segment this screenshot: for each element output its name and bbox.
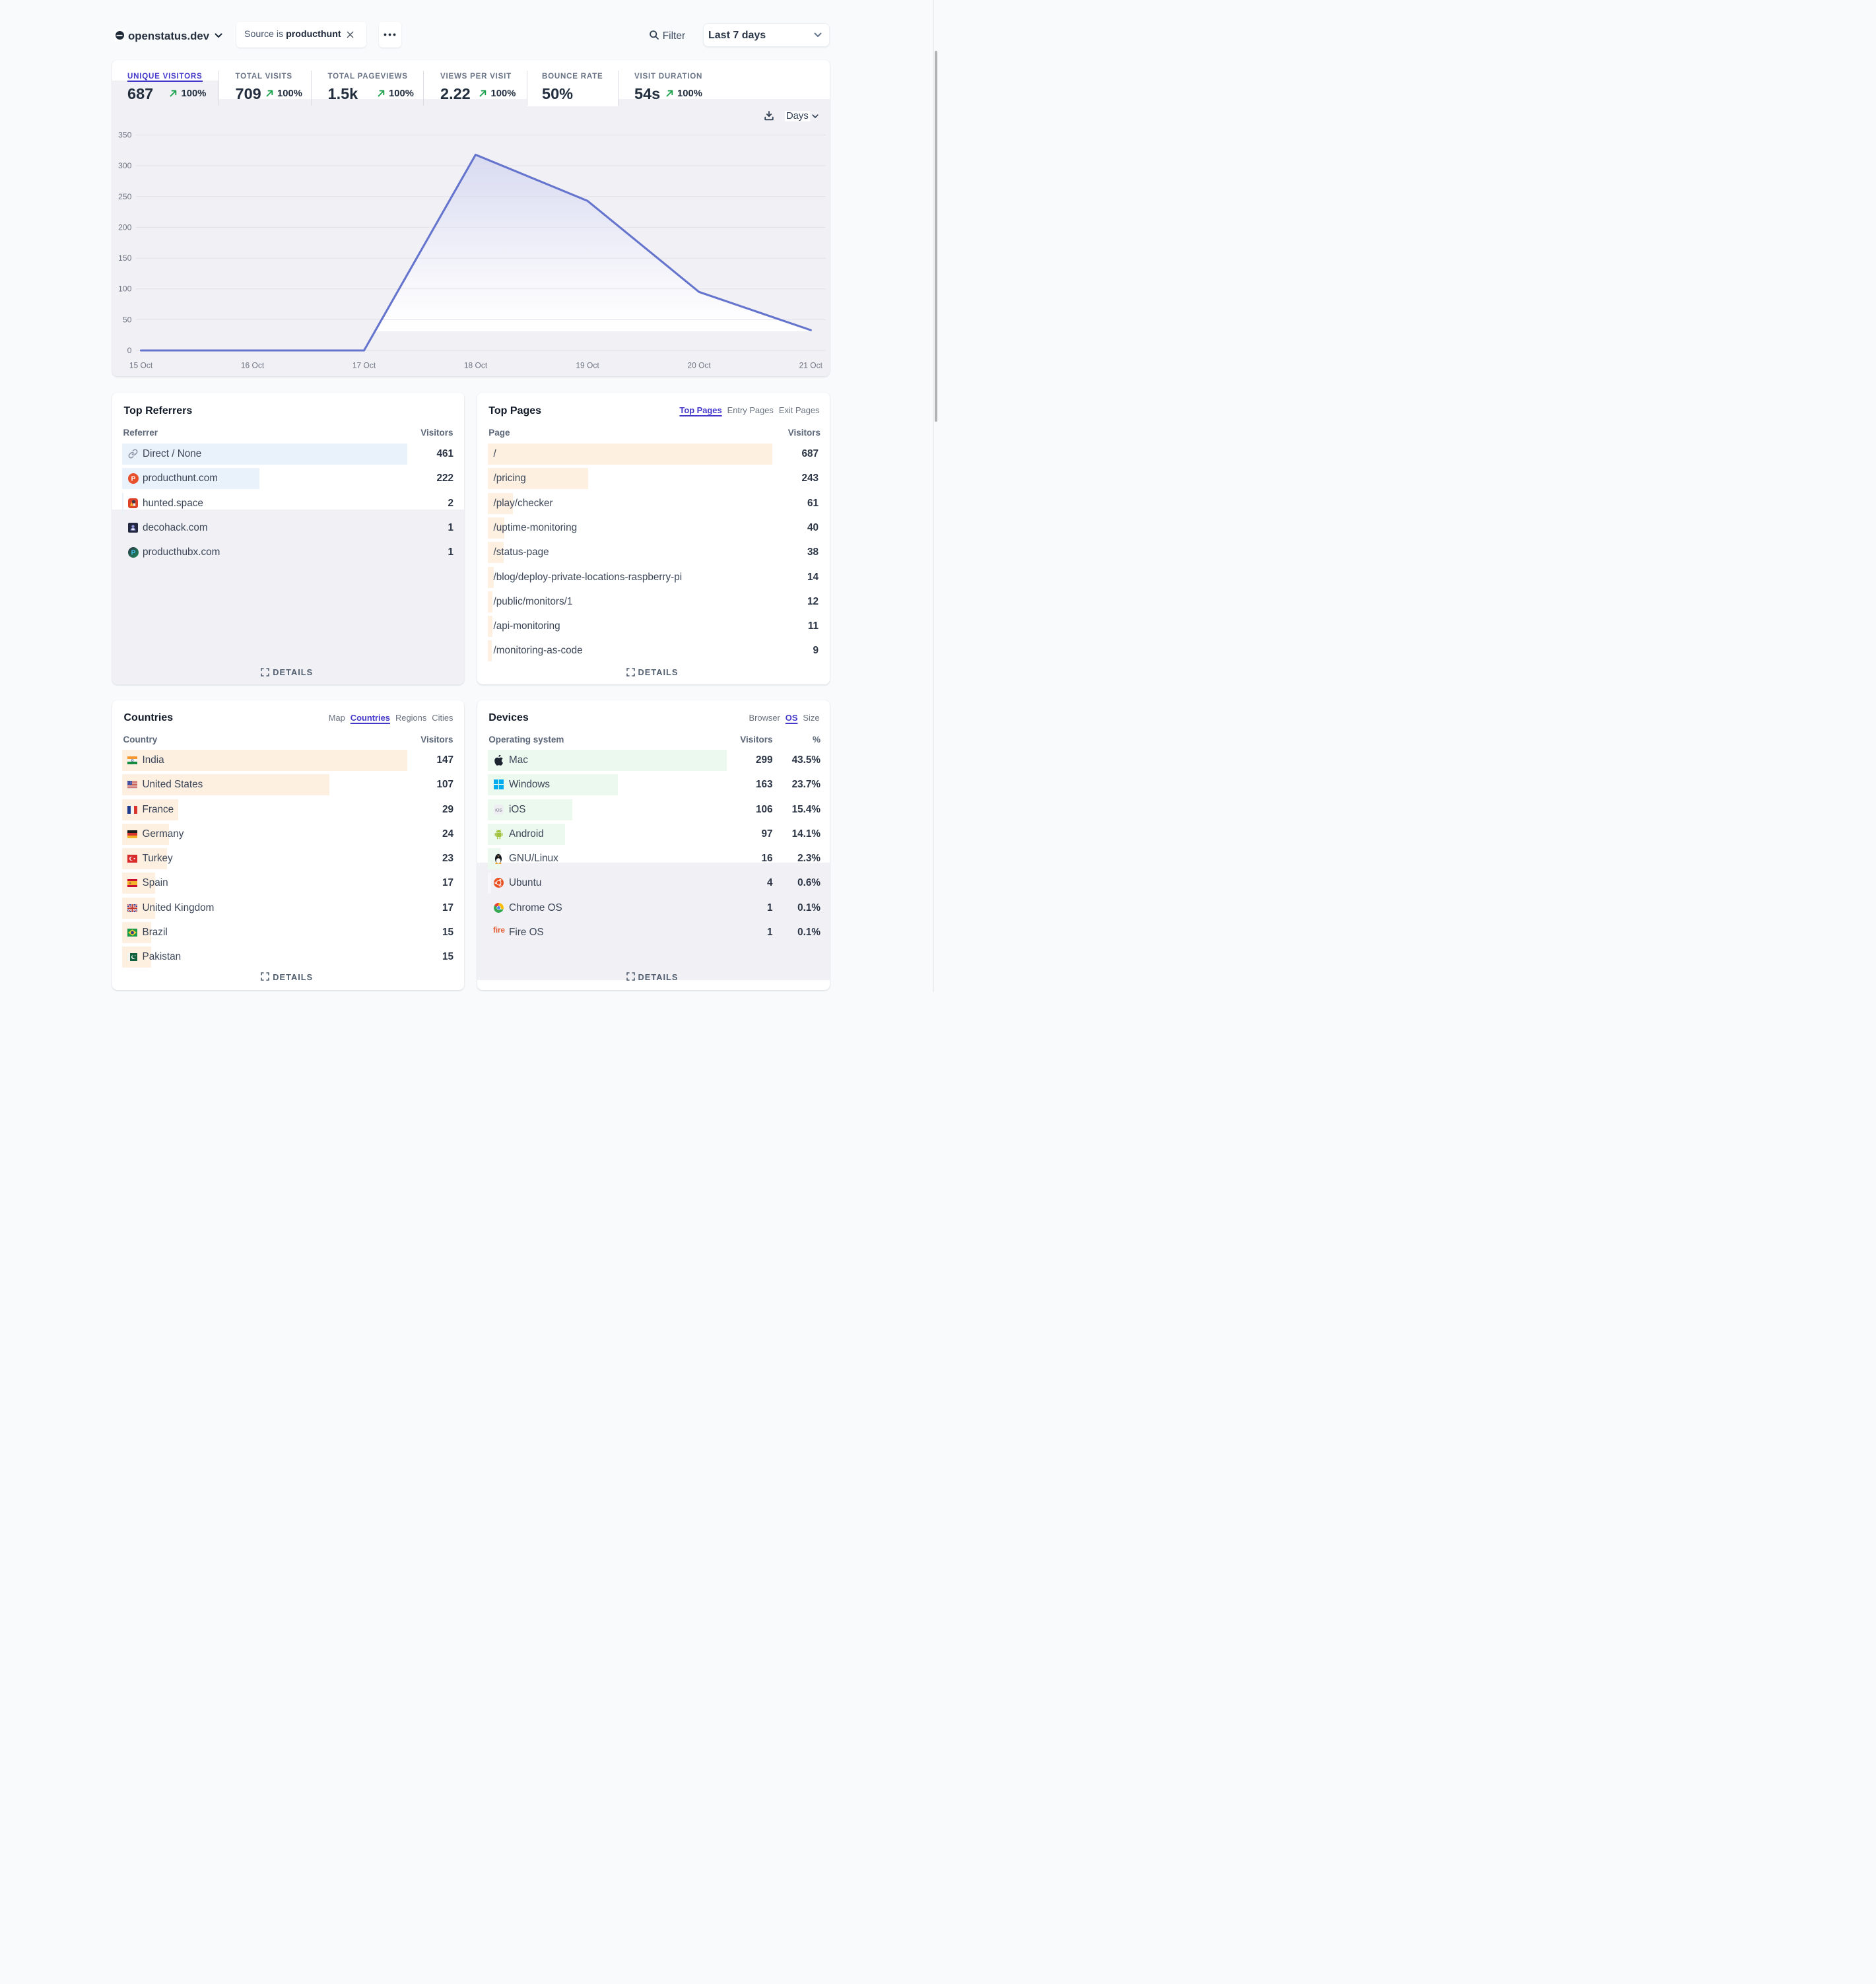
svg-text:21 Oct: 21 Oct [799,361,822,370]
svg-text:20 Oct: 20 Oct [687,361,711,370]
svg-text:250: 250 [117,192,131,201]
svg-text:17 Oct: 17 Oct [352,361,376,370]
svg-text:P: P [131,550,135,557]
svg-text:18 Oct: 18 Oct [463,361,487,370]
svg-text:19 Oct: 19 Oct [576,361,599,370]
svg-text:150: 150 [117,253,131,263]
svg-text:350: 350 [117,131,131,140]
svg-text:100: 100 [117,284,131,294]
svg-text:iOS: iOS [495,808,502,812]
svg-text:200: 200 [117,222,131,232]
svg-text:15 Oct: 15 Oct [129,361,152,370]
svg-text:16 Oct: 16 Oct [240,361,264,370]
svg-text:300: 300 [117,161,131,170]
svg-text:50: 50 [122,315,131,324]
svg-text:P: P [131,476,135,483]
svg-text:0: 0 [127,346,131,355]
